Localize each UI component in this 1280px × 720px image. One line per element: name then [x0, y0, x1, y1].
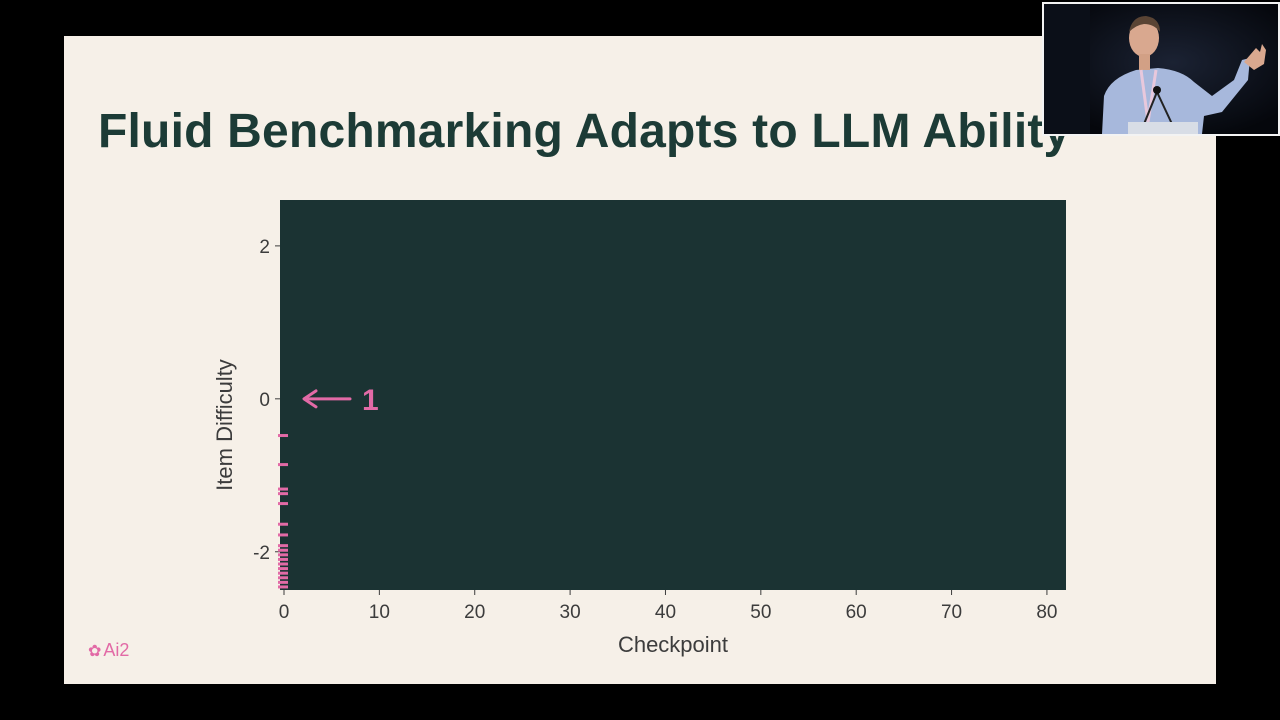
difficulty-item-mark: [278, 580, 288, 584]
podium-microphone: [1143, 86, 1173, 125]
difficulty-item-mark: [278, 487, 288, 491]
ai2-flower-icon: ✿: [88, 642, 102, 660]
slide: Fluid Benchmarking Adapts to LLM Ability…: [64, 36, 1216, 684]
x-axis-label: Checkpoint: [618, 632, 728, 657]
difficulty-item-mark: [278, 502, 288, 506]
y-tick-label: -2: [253, 543, 270, 564]
presenter-webcam: [1042, 2, 1280, 136]
y-axis-label: Item Difficulty: [212, 359, 237, 491]
podium: [1128, 122, 1198, 134]
difficulty-item-mark: [278, 463, 288, 467]
x-tick-label: 20: [464, 602, 485, 623]
presenter-video-feed: [1044, 4, 1278, 134]
annotation-arrow-head: [302, 389, 318, 409]
x-tick-label: 60: [846, 602, 867, 623]
difficulty-item-mark: [278, 562, 288, 566]
difficulty-item-mark: [278, 553, 288, 557]
x-tick-label: 40: [655, 602, 676, 623]
difficulty-item-mark: [278, 533, 288, 537]
difficulty-item-mark: [278, 434, 288, 438]
difficulty-item-mark: [278, 557, 288, 561]
annotation-label: 1: [362, 384, 379, 417]
x-tick-label: 80: [1036, 602, 1057, 623]
x-tick-label: 70: [941, 602, 962, 623]
x-tick-label: 30: [560, 602, 581, 623]
x-tick-label: 0: [279, 602, 290, 623]
difficulty-item-mark: [278, 571, 288, 575]
slide-title: Fluid Benchmarking Adapts to LLM Ability: [98, 105, 1071, 158]
difficulty-item-mark: [278, 548, 288, 552]
difficulty-item-mark: [278, 576, 288, 580]
difficulty-item-mark: [278, 522, 288, 526]
difficulty-item-mark: [278, 544, 288, 548]
plot-area: [280, 200, 1066, 590]
difficulty-item-mark: [278, 567, 288, 571]
logo-text: Ai2: [103, 640, 130, 660]
ai2-logo: ✿ Ai2: [88, 640, 129, 661]
difficulty-item-mark: [278, 492, 288, 496]
y-tick-label: 0: [259, 390, 270, 411]
y-tick-label: 2: [259, 237, 270, 258]
difficulty-item-mark: [278, 585, 288, 589]
presenter-figure: [1102, 16, 1266, 134]
x-tick-label: 10: [369, 602, 390, 623]
x-tick-label: 50: [750, 602, 771, 623]
